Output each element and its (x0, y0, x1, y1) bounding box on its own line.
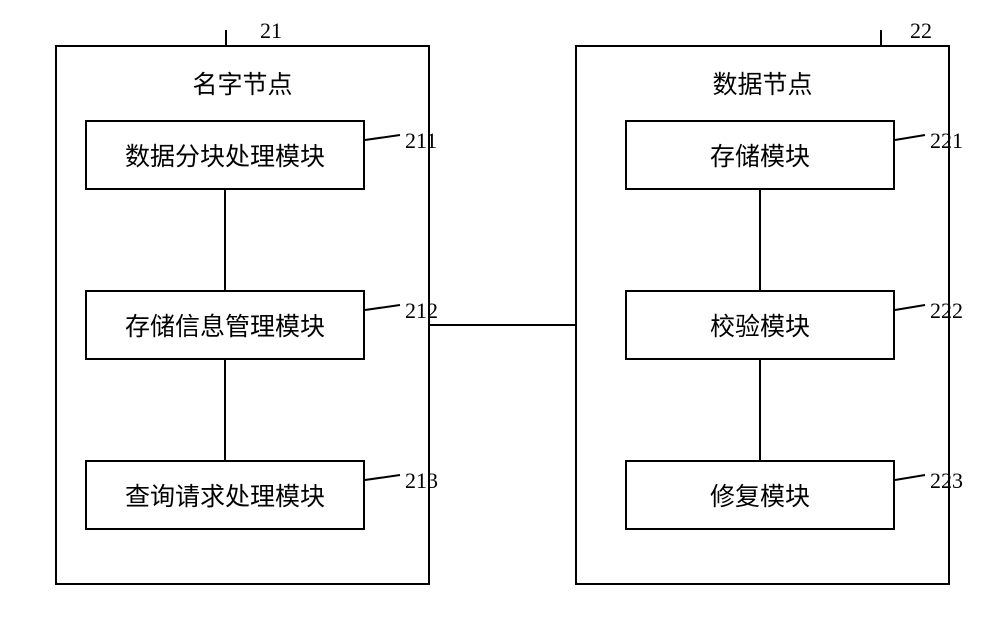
name-node-tick (225, 30, 227, 45)
module-label: 存储信息管理模块 (125, 307, 325, 343)
module-label: 查询请求处理模块 (125, 477, 325, 513)
data-node-tick (880, 30, 882, 45)
ref-223: 223 (930, 468, 963, 494)
query-request-processing-module: 查询请求处理模块 (85, 460, 365, 530)
module-label: 数据分块处理模块 (125, 137, 325, 173)
data-node-title: 数据节点 (577, 65, 948, 101)
ref-213: 213 (405, 468, 438, 494)
module-label: 校验模块 (710, 307, 810, 343)
storage-module: 存储模块 (625, 120, 895, 190)
storage-info-mgmt-module: 存储信息管理模块 (85, 290, 365, 360)
block-diagram: 名字节点 21 数据分块处理模块 存储信息管理模块 查询请求处理模块 211 2… (0, 0, 1000, 620)
module-label: 修复模块 (710, 477, 810, 513)
right-conn-1 (759, 190, 761, 290)
ref-211: 211 (405, 128, 437, 154)
ref-222: 222 (930, 298, 963, 324)
left-conn-1 (224, 190, 226, 290)
left-conn-2 (224, 360, 226, 460)
center-connector (430, 324, 575, 326)
module-label: 存储模块 (710, 137, 810, 173)
data-block-processing-module: 数据分块处理模块 (85, 120, 365, 190)
right-conn-2 (759, 360, 761, 460)
data-node-ref: 22 (910, 18, 932, 44)
ref-212: 212 (405, 298, 438, 324)
repair-module: 修复模块 (625, 460, 895, 530)
name-node-title: 名字节点 (57, 65, 428, 101)
verify-module: 校验模块 (625, 290, 895, 360)
name-node-ref: 21 (260, 18, 282, 44)
ref-221: 221 (930, 128, 963, 154)
